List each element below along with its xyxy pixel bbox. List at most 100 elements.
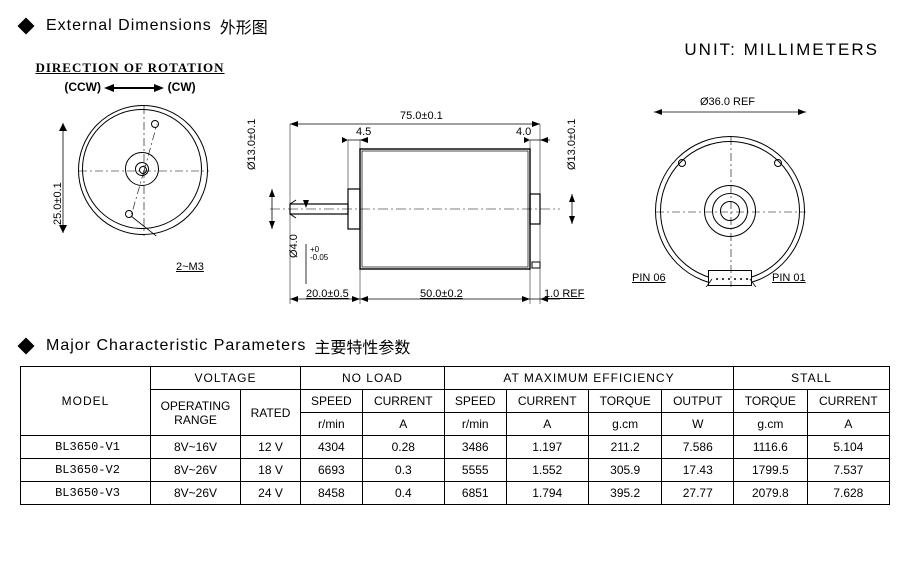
cell: 12 V: [241, 436, 301, 459]
grp-stall: STALL: [734, 367, 890, 390]
cell: 8V~26V: [151, 459, 241, 482]
cell: 18 V: [241, 459, 301, 482]
dimensions-title-en: External Dimensions: [46, 17, 212, 35]
cell: 1799.5: [734, 459, 808, 482]
params-title-cn: 主要特性参数: [314, 334, 410, 358]
col-model: MODEL: [21, 367, 151, 436]
cell: 2079.8: [734, 482, 808, 505]
cell: 0.28: [362, 436, 444, 459]
col-me-cur: CURRENT: [506, 390, 588, 413]
params-title-en: Major Characteristic Parameters: [46, 337, 306, 355]
rotation-label: DIRECTION OF ROTATION: [30, 60, 230, 76]
dim-4p0: 4.0: [516, 126, 531, 138]
cell: 1.794: [506, 482, 588, 505]
cell: 17.43: [662, 459, 734, 482]
col-nl-cur: CURRENT: [362, 390, 444, 413]
cell: 6693: [301, 459, 363, 482]
dim-1ref: 1.0 REF: [544, 288, 584, 300]
cell: 1.197: [506, 436, 588, 459]
grp-maxeff: AT MAXIMUM EFFICIENCY: [444, 367, 733, 390]
col-st-cur: CURRENT: [807, 390, 889, 413]
cell: 0.3: [362, 459, 444, 482]
side-view: 75.0±0.1 4.5 4.0 Ø13.0±0.1 Ø13.0±0.1 Ø4.…: [250, 60, 610, 314]
dim-4p5: 4.5: [356, 126, 371, 138]
cell: 5555: [444, 459, 506, 482]
bullet-diamond-icon: [18, 18, 35, 35]
dim-75: 75.0±0.1: [400, 110, 443, 122]
cell: 8V~16V: [151, 436, 241, 459]
side-view-svg: [250, 94, 610, 314]
u-gcm-2: g.cm: [734, 413, 808, 436]
front-view: DIRECTION OF ROTATION (CCW) (CW): [30, 60, 230, 235]
cell: 1116.6: [734, 436, 808, 459]
u-A-2: A: [506, 413, 588, 436]
holes-callout: 2~M3: [176, 261, 204, 273]
cell: 0.4: [362, 482, 444, 505]
pin06-label: PIN 06: [632, 272, 666, 284]
cell: 4304: [301, 436, 363, 459]
cell: 7.628: [807, 482, 889, 505]
col-me-out: OUTPUT: [662, 390, 734, 413]
u-W: W: [662, 413, 734, 436]
dimensions-title-cn: 外形图: [220, 14, 268, 38]
dim-d4: Ø4.0: [288, 234, 300, 258]
cell-model: BL3650-V1: [21, 436, 151, 459]
dim-d36: Ø36.0 REF: [700, 96, 755, 108]
u-A-1: A: [362, 413, 444, 436]
params-table: MODEL VOLTAGE NO LOAD AT MAXIMUM EFFICIE…: [20, 366, 890, 505]
dim-d4-tol: +0 -0.05: [310, 246, 328, 262]
cell-model: BL3650-V2: [21, 459, 151, 482]
cell: 305.9: [588, 459, 662, 482]
rear-view: Ø36.0 REF PIN 0: [630, 60, 830, 286]
table-row: BL3650-V3 8V~26V 24 V 8458 0.4 6851 1.79…: [21, 482, 890, 505]
grp-noload: NO LOAD: [301, 367, 445, 390]
rear-centerlines: [656, 137, 806, 287]
dimensions-header-row: External Dimensions 外形图 UNIT: MILLIMETER…: [20, 10, 889, 60]
u-rmin-1: r/min: [301, 413, 363, 436]
cell: 27.77: [662, 482, 734, 505]
rear-circle: [655, 136, 805, 286]
col-me-tq: TORQUE: [588, 390, 662, 413]
table-row: BL3650-V2 8V~26V 18 V 6693 0.3 5555 1.55…: [21, 459, 890, 482]
table-row: BL3650-V1 8V~16V 12 V 4304 0.28 3486 1.1…: [21, 436, 890, 459]
motor-front-circle: [78, 105, 208, 235]
cell: 24 V: [241, 482, 301, 505]
cell: 7.537: [807, 459, 889, 482]
dimensions-header: External Dimensions 外形图: [20, 14, 268, 38]
cell: 1.552: [506, 459, 588, 482]
cell: 5.104: [807, 436, 889, 459]
drawings-row: DIRECTION OF ROTATION (CCW) (CW): [30, 60, 889, 320]
params-header: Major Characteristic Parameters 主要特性参数: [20, 334, 889, 358]
dim-d13-rear: Ø13.0±0.1: [566, 119, 578, 170]
arrow-left-icon: [104, 81, 164, 95]
ccw-label: (CCW): [64, 80, 101, 94]
cell: 395.2: [588, 482, 662, 505]
dim-20: 20.0±0.5: [306, 288, 349, 300]
cell: 3486: [444, 436, 506, 459]
unit-label: UNIT: MILLIMETERS: [684, 10, 889, 60]
centerlines-icon: [79, 106, 209, 236]
cell: 8V~26V: [151, 482, 241, 505]
col-rated: RATED: [241, 390, 301, 436]
table-row-group: MODEL VOLTAGE NO LOAD AT MAXIMUM EFFICIE…: [21, 367, 890, 390]
cell: 8458: [301, 482, 363, 505]
pin01-label: PIN 01: [772, 272, 806, 284]
cell-model: BL3650-V3: [21, 482, 151, 505]
table-row-sub: OPERATING RANGE RATED SPEED CURRENT SPEE…: [21, 390, 890, 413]
cell: 211.2: [588, 436, 662, 459]
u-gcm-1: g.cm: [588, 413, 662, 436]
dim-line-vert: [56, 123, 70, 233]
bullet-diamond-icon-2: [18, 338, 35, 355]
u-rmin-2: r/min: [444, 413, 506, 436]
u-A-3: A: [807, 413, 889, 436]
col-nl-speed: SPEED: [301, 390, 363, 413]
col-me-speed: SPEED: [444, 390, 506, 413]
cell: 6851: [444, 482, 506, 505]
grp-voltage: VOLTAGE: [151, 367, 301, 390]
cw-label: (CW): [168, 80, 196, 94]
cell: 7.586: [662, 436, 734, 459]
rotation-arrows: (CCW) (CW): [30, 80, 230, 95]
dim-d13-front: Ø13.0±0.1: [246, 119, 258, 170]
col-st-tq: TORQUE: [734, 390, 808, 413]
dim-50: 50.0±0.2: [420, 288, 463, 300]
